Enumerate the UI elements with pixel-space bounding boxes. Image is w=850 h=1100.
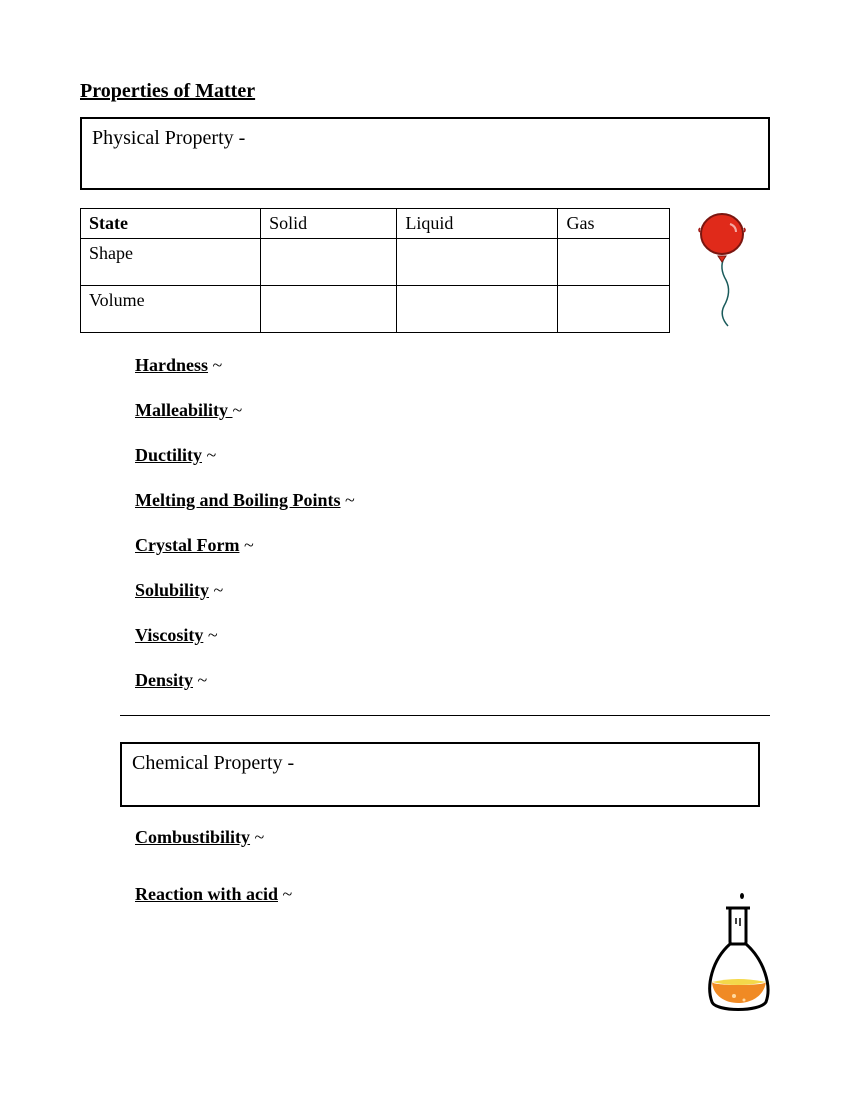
table-header-gas: Gas [558, 209, 670, 239]
term-label: Combustibility [135, 827, 250, 847]
tilde: ~ [202, 445, 216, 465]
tilde: ~ [193, 670, 207, 690]
cell-empty [397, 286, 558, 333]
term-label: Crystal Form [135, 535, 239, 555]
prop-melting-boiling: Melting and Boiling Points ~ [135, 490, 770, 511]
flask-icon [700, 890, 780, 1025]
cell-empty [261, 286, 397, 333]
tilde: ~ [203, 625, 217, 645]
term-label: Reaction with acid [135, 884, 278, 904]
prop-solubility: Solubility ~ [135, 580, 770, 601]
term-label: Hardness [135, 355, 208, 375]
tilde: ~ [278, 884, 292, 904]
balloon-icon [694, 208, 754, 333]
table-header-solid: Solid [261, 209, 397, 239]
divider [120, 715, 770, 716]
prop-reaction-acid: Reaction with acid ~ [135, 884, 770, 905]
term-label: Viscosity [135, 625, 203, 645]
cell-empty [558, 286, 670, 333]
row-label-shape: Shape [81, 239, 261, 286]
prop-combustibility: Combustibility ~ [135, 827, 770, 848]
physical-properties-list: Hardness ~ Malleability ~ Ductility ~ Me… [135, 355, 770, 691]
prop-viscosity: Viscosity ~ [135, 625, 770, 646]
term-label: Melting and Boiling Points [135, 490, 341, 510]
prop-crystal-form: Crystal Form ~ [135, 535, 770, 556]
chemical-property-box: Chemical Property - [120, 742, 760, 807]
page-title: Properties of Matter [80, 80, 770, 103]
cell-empty [397, 239, 558, 286]
physical-property-box: Physical Property - [80, 117, 770, 190]
cell-empty [558, 239, 670, 286]
prop-density: Density ~ [135, 670, 770, 691]
tilde: ~ [208, 355, 222, 375]
table-header-state: State [81, 209, 261, 239]
table-header-liquid: Liquid [397, 209, 558, 239]
term-label: Ductility [135, 445, 202, 465]
tilde: ~ [239, 535, 253, 555]
tilde: ~ [250, 827, 264, 847]
tilde: ~ [233, 400, 243, 420]
state-table: State Solid Liquid Gas Shape Volume [80, 208, 670, 333]
term-label: Density [135, 670, 193, 690]
table-row: Volume [81, 286, 670, 333]
tilde: ~ [341, 490, 355, 510]
table-row: Shape [81, 239, 670, 286]
cell-empty [261, 239, 397, 286]
prop-hardness: Hardness ~ [135, 355, 770, 376]
prop-ductility: Ductility ~ [135, 445, 770, 466]
tilde: ~ [209, 580, 223, 600]
prop-malleability: Malleability ~ [135, 400, 770, 421]
row-label-volume: Volume [81, 286, 261, 333]
chemical-properties-list: Combustibility ~ Reaction with acid ~ [135, 827, 770, 905]
term-label: Solubility [135, 580, 209, 600]
term-label: Malleability [135, 400, 233, 420]
